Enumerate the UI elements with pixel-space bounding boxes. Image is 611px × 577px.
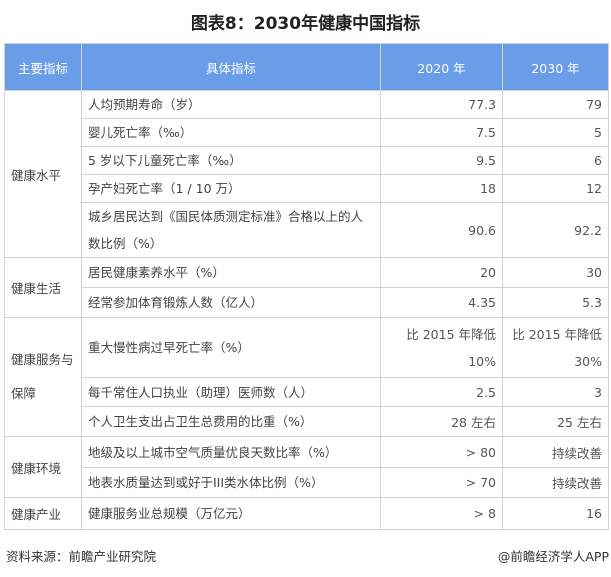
indicator-table: 主要指标 具体指标 2020 年 2030 年 健康水平 人均预期寿命（岁） 77.…: [4, 43, 609, 530]
value-2030-cell: 比 2015 年降低 30%: [502, 317, 609, 378]
indicator-cell: 居民健康素养水平（%）: [81, 257, 381, 288]
value-2030-cell: 12: [502, 174, 609, 203]
value-2030-cell: 5.3: [502, 287, 609, 318]
value-2030-cell: 6: [502, 146, 609, 175]
value-2020-cell: 4.35: [380, 287, 503, 318]
table-row: 健康水平 人均预期寿命（岁） 77.3 79: [4, 90, 609, 258]
indicator-cell: 个人卫生支出占卫生总费用的比重（%）: [81, 406, 381, 437]
indicator-cell: 每千常住人口执业（助理）医师数（人）: [81, 377, 381, 407]
value-2020-cell: > 8: [380, 497, 503, 530]
category-cell: 健康生活: [4, 257, 82, 318]
indicator-cell: 人均预期寿命（岁）: [81, 90, 381, 119]
table-row: 个人卫生支出占卫生总费用的比重（%） 28 左右 25 左右: [5, 406, 609, 437]
table-row: 健康环境 地级及以上城市空气质量优良天数比率（%） > 80 持续改善: [4, 436, 609, 498]
credit: @前瞻经济学人APP: [497, 549, 609, 564]
value-2030-cell: 79: [502, 90, 609, 119]
table-header-row: 主要指标 具体指标 2020 年 2030 年: [4, 43, 609, 91]
table-row: 健康产业 健康服务业总规模（万亿元） > 8 16: [4, 497, 609, 530]
value-2030-cell: 5: [502, 118, 609, 147]
table-row: 5 岁以下儿童死亡率（‰） 9.5 6: [5, 146, 609, 175]
header-category: 主要指标: [4, 43, 82, 91]
indicator-cell: 重大慢性病过早死亡率（%）: [81, 317, 381, 378]
value-2030-cell: 持续改善: [502, 467, 609, 498]
header-2020: 2020 年: [380, 43, 503, 91]
indicator-cell: 地表水质量达到或好于III类水体比例（%）: [81, 467, 381, 498]
table-row: 城乡居民达到《国民体质测定标准》合格以上的人数比例（%） 90.6 92.2: [5, 202, 609, 258]
table-row: 孕产妇死亡率（1 / 10 万） 18 12: [5, 174, 609, 203]
value-2020-cell: 28 左右: [380, 406, 503, 437]
header-indicator: 具体指标: [81, 43, 381, 91]
table-row: 婴儿死亡率（‰） 7.5 5: [5, 118, 609, 147]
value-2020-cell: 7.5: [380, 118, 503, 147]
value-2020-cell: 90.6: [380, 202, 503, 258]
category-cell: 健康服务与保障: [4, 317, 82, 437]
page-title: 图表8：2030年健康中国指标: [190, 14, 421, 34]
value-2030-cell: 3: [502, 377, 609, 407]
value-2020-cell: 77.3: [380, 90, 503, 119]
value-2030-cell: 30: [502, 257, 609, 288]
value-2030-cell: 16: [502, 497, 609, 530]
indicator-cell: 孕产妇死亡率（1 / 10 万）: [81, 174, 381, 203]
value-2020-cell: 18: [380, 174, 503, 203]
value-2020-cell: 比 2015 年降低 10%: [380, 317, 503, 378]
table-row: 每千常住人口执业（助理）医师数（人） 2.5 3: [5, 377, 609, 407]
category-cell: 健康产业: [4, 497, 82, 530]
table-row: 经常参加体育锻炼人数（亿人） 4.35 5.3: [5, 287, 609, 318]
value-2020-cell: 20: [380, 257, 503, 288]
indicator-cell: 地级及以上城市空气质量优良天数比率（%）: [81, 436, 381, 468]
table-row: 健康生活 居民健康素养水平（%） 20 30: [4, 257, 609, 318]
value-2030-cell: 持续改善: [502, 436, 609, 468]
indicator-cell: 经常参加体育锻炼人数（亿人）: [81, 287, 381, 318]
header-2030: 2030 年: [502, 43, 609, 91]
value-2030-cell: 92.2: [502, 202, 609, 258]
value-2020-cell: 2.5: [380, 377, 503, 407]
indicator-cell: 5 岁以下儿童死亡率（‰）: [81, 146, 381, 175]
value-2020-cell: > 80: [380, 436, 503, 468]
source-note: 资料来源：前瞻产业研究院: [6, 549, 157, 564]
category-cell: 健康水平: [4, 90, 82, 258]
indicator-cell: 婴儿死亡率（‰）: [81, 118, 381, 147]
table-row: 健康服务与保障 重大慢性病过早死亡率（%）比 2015 年降低 10% 比 2015…: [4, 317, 609, 437]
value-2020-cell: 9.5: [380, 146, 503, 175]
category-cell: 健康环境: [4, 436, 82, 498]
indicator-cell: 城乡居民达到《国民体质测定标准》合格以上的人数比例（%）: [81, 202, 381, 258]
value-2020-cell: > 70: [380, 467, 503, 498]
value-2030-cell: 25 左右: [502, 406, 609, 437]
indicator-cell: 健康服务业总规模（万亿元）: [81, 497, 381, 530]
table-row: 地表水质量达到或好于III类水体比例（%） > 70 持续改善: [5, 467, 609, 498]
